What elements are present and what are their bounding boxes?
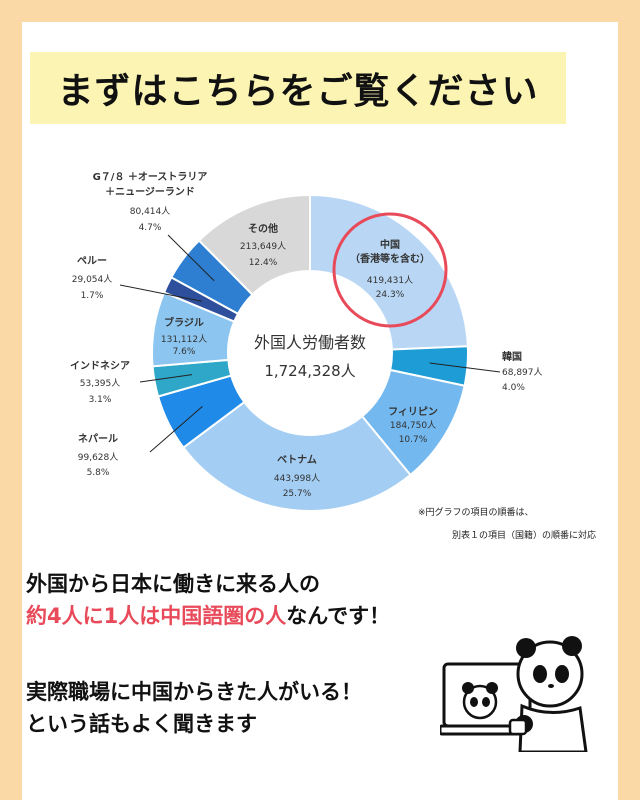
label-philippines-value: 184,750人 <box>390 420 436 431</box>
cup-icon <box>508 718 528 736</box>
label-nepal-value: 99,628人 <box>78 452 119 463</box>
label-brazil-name: ブラジル <box>164 316 204 329</box>
panda-icon <box>516 640 584 708</box>
label-brazil-pct: 7.6% <box>173 347 196 357</box>
label-indonesia-value: 53,395人 <box>80 378 121 389</box>
body-line2-rest: なんです！ <box>286 604 391 628</box>
label-vietnam-value: 443,998人 <box>274 473 320 484</box>
label-china-pct: 24.3% <box>376 290 405 300</box>
label-indonesia-name: インドネシア <box>70 360 130 372</box>
label-vietnam-name: ベトナム <box>277 454 317 466</box>
label-other-pct: 12.4% <box>249 258 278 268</box>
label-g7-pct: 4.7% <box>139 223 162 233</box>
label-china-value: 419,431人 <box>367 275 413 286</box>
label-china-name: 中国 <box>380 238 400 251</box>
label-peru-name: ペルー <box>77 256 107 267</box>
label-other-value: 213,649人 <box>240 241 286 252</box>
highlight-circle <box>332 212 448 328</box>
label-philippines-name: フィリピン <box>388 406 438 418</box>
label-nepal-name: ネパール <box>78 433 118 445</box>
label-vietnam-pct: 25.7% <box>283 489 312 499</box>
label-korea-value: 68,897人 <box>502 367 543 378</box>
donut-chart: 外国人労働者数 1,724,328人 中国 （香港等を含む） 419,431人 … <box>70 171 543 512</box>
body-line2-highlight: 約4人に1人は中国語圏の人 <box>26 604 287 628</box>
leader-line-5 <box>139 374 193 383</box>
label-g7-value: 80,414人 <box>130 206 171 217</box>
leader-line-8 <box>167 234 215 282</box>
center-label: 外国人労働者数 <box>254 333 366 352</box>
page-title: まずはこちらをご覧ください <box>57 71 539 112</box>
slice-3 <box>182 400 412 512</box>
slice-9 <box>197 193 311 297</box>
title-banner: まずはこちらをご覧ください <box>30 52 566 124</box>
body-line3: 実際職場に中国からきた人がいる！ <box>26 680 362 704</box>
label-g7-name: G７/８ ＋オーストラリア <box>93 171 208 183</box>
label-peru-pct: 1.7% <box>81 291 104 301</box>
panda-illustration <box>440 636 588 752</box>
leader-line-1 <box>429 362 501 373</box>
leader-line-7 <box>119 284 202 302</box>
label-peru-value: 29,054人 <box>72 274 113 285</box>
label-other-name: その他 <box>248 222 278 235</box>
label-korea-pct: 4.0% <box>502 383 525 393</box>
label-nepal-pct: 5.8% <box>87 468 110 478</box>
label-korea-name: 韓国 <box>502 350 522 363</box>
label-indonesia-pct: 3.1% <box>89 395 112 405</box>
leader-line-4 <box>149 405 203 453</box>
body-line4: という話もよく聞きます <box>26 712 257 736</box>
label-g7-sub: ＋ニュージーランド <box>105 186 195 198</box>
chart-note-line1: ※円グラフの項目の順番は、 <box>418 508 534 518</box>
body-line2: 約4人に1人は中国語圏の人なんです！ <box>26 600 390 630</box>
center-value: 1,724,328人 <box>264 362 355 380</box>
chart-note-line2: 別表１の項目（国籍）の順番に対応 <box>452 531 597 541</box>
label-brazil-value: 131,112人 <box>161 334 207 345</box>
body-line1: 外国から日本に働きに来る人の <box>26 572 320 596</box>
label-philippines-pct: 10.7% <box>399 435 428 445</box>
label-china-sub: （香港等を含む） <box>350 252 430 265</box>
